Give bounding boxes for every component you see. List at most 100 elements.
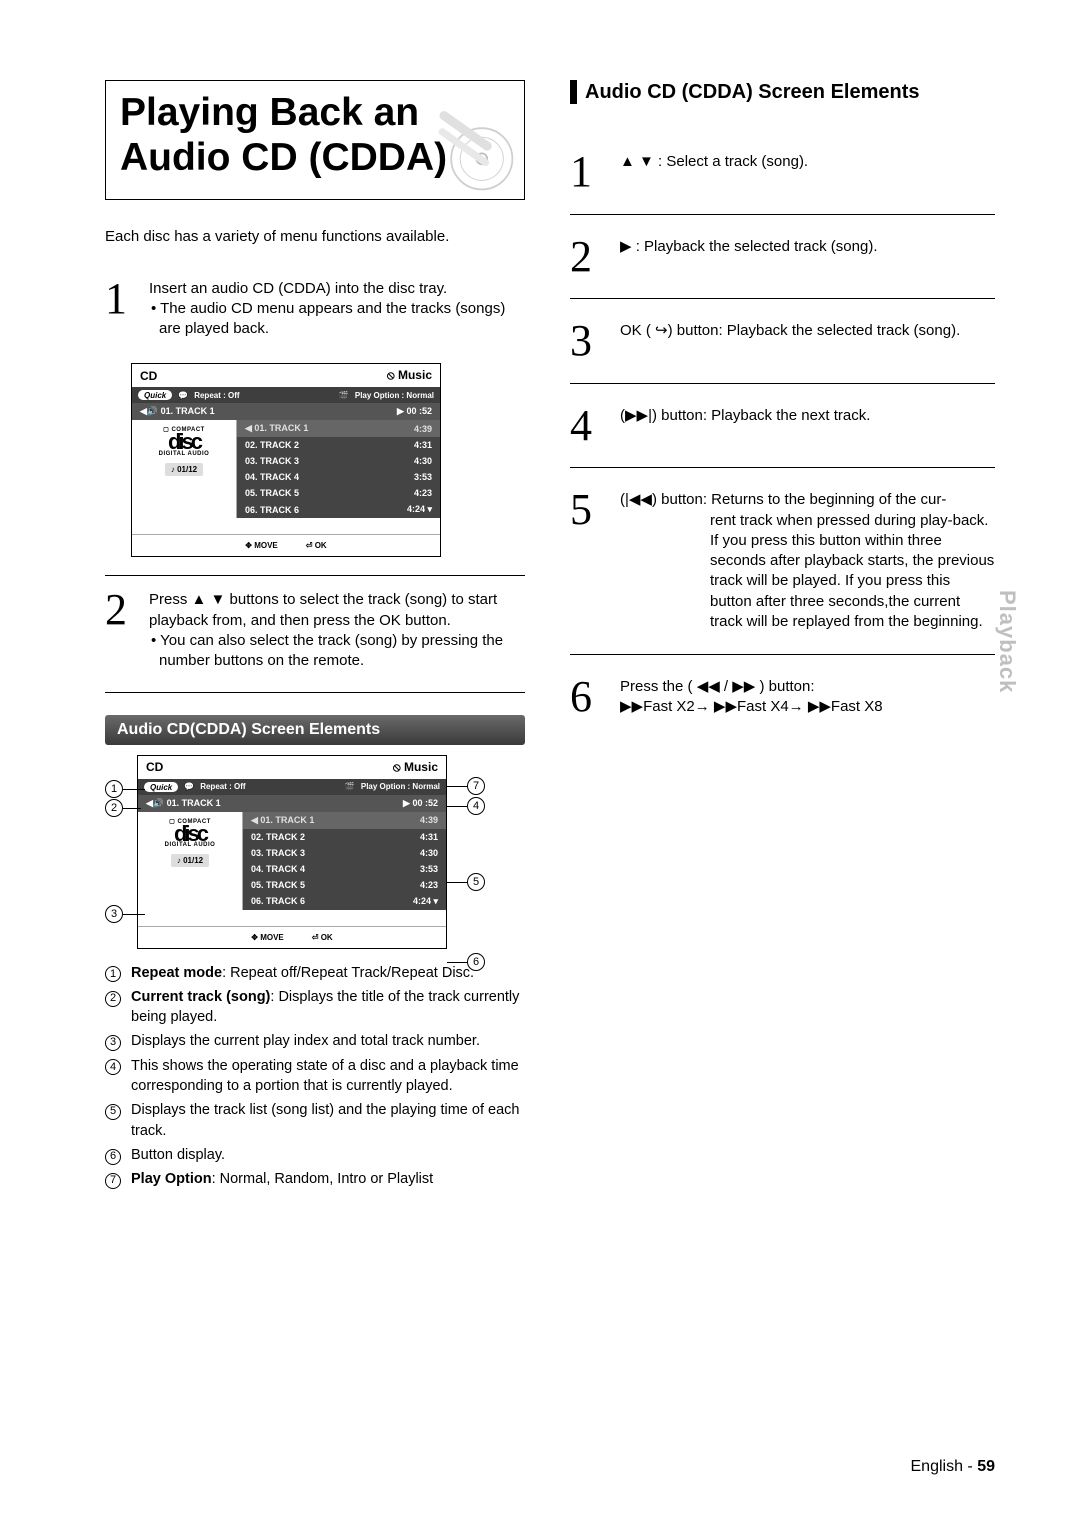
step-text: Insert an audio CD (CDDA) into the disc … xyxy=(149,279,525,299)
legend-text: Current track (song): Displays the title… xyxy=(131,987,525,1028)
step-text-cont: rent track when pressed during play-back… xyxy=(620,511,995,531)
next-track-icon: ▶▶| xyxy=(625,406,652,426)
legend-item: 3 Displays the current play index and to… xyxy=(105,1031,525,1051)
track-bullet: 03. TRACK 3 xyxy=(251,848,305,858)
track-time: 4:30 xyxy=(414,456,432,466)
step-text: ) button: Playback the selected track (s… xyxy=(668,322,961,339)
cd-left-panel: ▢ COMPACT disc DIGITAL AUDIO ♪ 01/12 xyxy=(132,420,237,518)
track-row: 03. TRACK 3 4:30 xyxy=(237,453,440,469)
track-time: 3:53 xyxy=(420,864,438,874)
ok-hint: ⏎ OK xyxy=(306,541,327,550)
track-row: 06. TRACK 6 4:24 ▾ xyxy=(237,501,440,518)
track-bullet: 04. TRACK 4 xyxy=(245,472,299,482)
repeat-label: Repeat : Off xyxy=(200,782,245,791)
track-bullet: 03. TRACK 3 xyxy=(245,456,299,466)
quick-chip: Quick xyxy=(144,782,178,792)
callout-5: 5 xyxy=(467,873,485,891)
section-heading: Audio CD(CDDA) Screen Elements xyxy=(105,715,525,745)
legend-number: 4 xyxy=(105,1059,121,1075)
cd-footer: ✥ MOVE ⏎ OK xyxy=(132,534,440,556)
cd-media-type: ⦸ Music xyxy=(387,368,432,383)
legend-item: 1 Repeat mode: Repeat off/Repeat Track/R… xyxy=(105,963,525,983)
elapsed-time: ▶ 00 :52 xyxy=(397,406,432,417)
legend-item: 7 Play Option: Normal, Random, Intro or … xyxy=(105,1169,525,1189)
step-number: 4 xyxy=(570,406,604,446)
track-time: 4:39 xyxy=(420,815,438,825)
step-number: 1 xyxy=(105,279,139,340)
step-text: Press the ( ◀◀ / ▶▶ ) button: xyxy=(620,677,995,697)
annotated-diagram: CD ⦸ Music Quick 💬 Repeat : Off 🎬 Play O… xyxy=(105,755,525,949)
track-row: 03. TRACK 3 4:30 xyxy=(243,845,446,861)
track-row: 05. TRACK 5 4:23 xyxy=(243,877,446,893)
step-text: Press ▲ ▼ buttons to select the track (s… xyxy=(149,590,525,631)
left-step-1: 1 Insert an audio CD (CDDA) into the dis… xyxy=(105,269,525,356)
speech-icon: 💬 xyxy=(184,782,194,791)
right-step-5: 5 (|◀◀) button: Returns to the beginning… xyxy=(570,472,995,650)
cd-title: CD xyxy=(140,369,157,383)
callout-3: 3 xyxy=(105,905,123,923)
play-option-label: Play Option : Normal xyxy=(355,391,434,400)
step-text: ) button: Returns to the beginning of th… xyxy=(652,491,946,508)
step-text: : Playback the selected track (song). xyxy=(632,238,878,255)
legend-text: Play Option: Normal, Random, Intro or Pl… xyxy=(131,1169,433,1189)
callout-2: 2 xyxy=(105,799,123,817)
track-row: 02. TRACK 2 4:31 xyxy=(237,437,440,453)
step-number: 6 xyxy=(570,677,604,718)
play-option-label: Play Option : Normal xyxy=(361,782,440,791)
legend-number: 1 xyxy=(105,966,121,982)
step-bullet: • You can also select the track (song) b… xyxy=(149,631,525,672)
legend-text: Displays the current play index and tota… xyxy=(131,1031,480,1051)
callout-6: 6 xyxy=(467,953,485,971)
track-time: 4:31 xyxy=(414,440,432,450)
right-step-6: 6 Press the ( ◀◀ / ▶▶ ) button: ▶▶Fast X… xyxy=(570,659,995,736)
track-bullet: 06. TRACK 6 xyxy=(251,896,305,906)
page-footer: English - 59 xyxy=(911,1458,996,1476)
quick-chip: Quick xyxy=(138,390,172,400)
page-title-box: Playing Back an Audio CD (CDDA) xyxy=(105,80,525,200)
left-step-2: 2 Press ▲ ▼ buttons to select the track … xyxy=(105,580,525,687)
move-hint: ✥ MOVE xyxy=(251,933,283,942)
step-text: ▶▶Fast X2→ ▶▶Fast X4→ ▶▶Fast X8 xyxy=(620,697,995,717)
legend-text: This shows the operating state of a disc… xyxy=(131,1056,525,1097)
track-bullet: 05. TRACK 5 xyxy=(251,880,305,890)
cd-track-list: ◀ 01. TRACK 1 4:39 02. TRACK 2 4:31 03. … xyxy=(243,812,446,910)
track-bullet: 02. TRACK 2 xyxy=(245,440,299,450)
prev-track-icon: |◀◀ xyxy=(625,490,652,510)
step-number: 1 xyxy=(570,152,604,192)
right-step-2: 2 ▶ : Playback the selected track (song)… xyxy=(570,219,995,295)
cd-now-playing-bar: ◀🔊 01. TRACK 1 ▶ 00 :52 xyxy=(138,795,446,812)
legend-list: 1 Repeat mode: Repeat off/Repeat Track/R… xyxy=(105,963,525,1190)
legend-item: 6 Button display. xyxy=(105,1145,525,1165)
track-time: 4:23 xyxy=(414,488,432,498)
track-bullet: 06. TRACK 6 xyxy=(245,505,299,515)
cd-now-playing-bar: ◀🔊 01. TRACK 1 ▶ 00 :52 xyxy=(132,403,440,420)
right-heading-text: Audio CD (CDDA) Screen Elements xyxy=(585,81,920,104)
play-icon: ▶ xyxy=(620,237,632,257)
updown-icon: ▲ ▼ xyxy=(620,152,654,172)
track-time: 4:24 ▾ xyxy=(413,896,438,907)
heading-accent-bar xyxy=(570,80,577,104)
intro-text: Each disc has a variety of menu function… xyxy=(105,228,525,245)
cd-footer: ✥ MOVE ⏎ OK xyxy=(138,926,446,948)
step-number: 2 xyxy=(570,237,604,277)
track-bullet: ◀ 01. TRACK 1 xyxy=(245,423,308,434)
callout-4: 4 xyxy=(467,797,485,815)
step-text: : Select a track (song). xyxy=(654,153,808,170)
track-bullet: 04. TRACK 4 xyxy=(251,864,305,874)
track-row: 05. TRACK 5 4:23 xyxy=(237,485,440,501)
repeat-label: Repeat : Off xyxy=(194,391,239,400)
legend-number: 3 xyxy=(105,1035,121,1051)
compact-disc-logo: ▢ COMPACT disc DIGITAL AUDIO xyxy=(165,818,216,849)
step-text-cont: If you press this button within three se… xyxy=(620,531,995,632)
right-heading: Audio CD (CDDA) Screen Elements xyxy=(570,80,995,104)
cd-track-list: ◀ 01. TRACK 1 4:39 02. TRACK 2 4:31 03. … xyxy=(237,420,440,518)
elapsed-time: ▶ 00 :52 xyxy=(403,798,438,809)
legend-number: 2 xyxy=(105,991,121,1007)
legend-item: 2 Current track (song): Displays the tit… xyxy=(105,987,525,1028)
track-time: 4:31 xyxy=(420,832,438,842)
legend-text: Button display. xyxy=(131,1145,225,1165)
legend-number: 5 xyxy=(105,1104,121,1120)
track-bullet: 02. TRACK 2 xyxy=(251,832,305,842)
legend-number: 6 xyxy=(105,1149,121,1165)
step-bullet: • The audio CD menu appears and the trac… xyxy=(149,299,525,340)
